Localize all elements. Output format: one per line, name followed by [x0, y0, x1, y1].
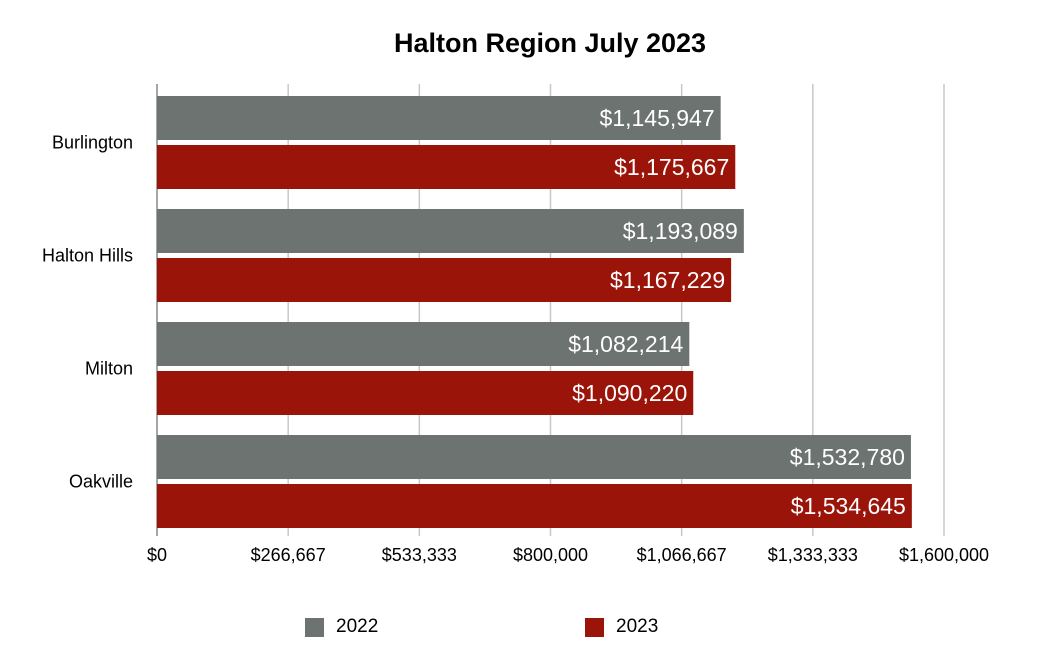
- data-label-2023-0: $1,175,667: [614, 154, 729, 180]
- x-tick-label-6: $1,600,000: [899, 545, 989, 565]
- x-tick-label-0: $0: [147, 545, 167, 565]
- x-tick-label-2: $533,333: [382, 545, 457, 565]
- data-label-2023-2: $1,090,220: [572, 380, 687, 406]
- x-tick-label-1: $266,667: [251, 545, 326, 565]
- data-label-2023-1: $1,167,229: [610, 267, 725, 293]
- data-label-2022-3: $1,532,780: [790, 444, 905, 470]
- legend-label-2022: 2022: [336, 616, 379, 637]
- legend-swatch-2022: [305, 617, 324, 637]
- bar-2022-2: [157, 322, 690, 366]
- chart-title: Halton Region July 2023: [393, 28, 707, 58]
- legend-swatch-2023: [585, 617, 604, 637]
- bar-2022-1: [157, 209, 744, 253]
- bar-2023-1: [157, 258, 732, 302]
- data-label-2022-2: $1,082,214: [568, 331, 683, 357]
- category-label-3: Oakville: [69, 472, 133, 492]
- bar-2023-2: [157, 371, 694, 415]
- legend-item-2023: 2023: [585, 616, 658, 638]
- category-label-0: Burlington: [52, 133, 133, 153]
- bar-2023-3: [157, 484, 912, 528]
- legend-item-2022: 2022: [305, 616, 378, 638]
- legend-label-2023: 2023: [616, 616, 659, 637]
- x-tick-label-3: $800,000: [513, 545, 588, 565]
- category-label-2: Milton: [85, 359, 133, 379]
- data-label-2022-1: $1,193,089: [623, 218, 738, 244]
- x-tick-label-4: $1,066,667: [637, 545, 727, 565]
- data-label-2023-3: $1,534,645: [791, 493, 906, 519]
- bar-2023-0: [157, 145, 736, 189]
- bar-2022-0: [157, 96, 721, 140]
- data-label-2022-0: $1,145,947: [600, 105, 715, 131]
- x-tick-label-5: $1,333,333: [768, 545, 858, 565]
- category-label-1: Halton Hills: [42, 246, 133, 266]
- bar-2022-3: [157, 435, 911, 479]
